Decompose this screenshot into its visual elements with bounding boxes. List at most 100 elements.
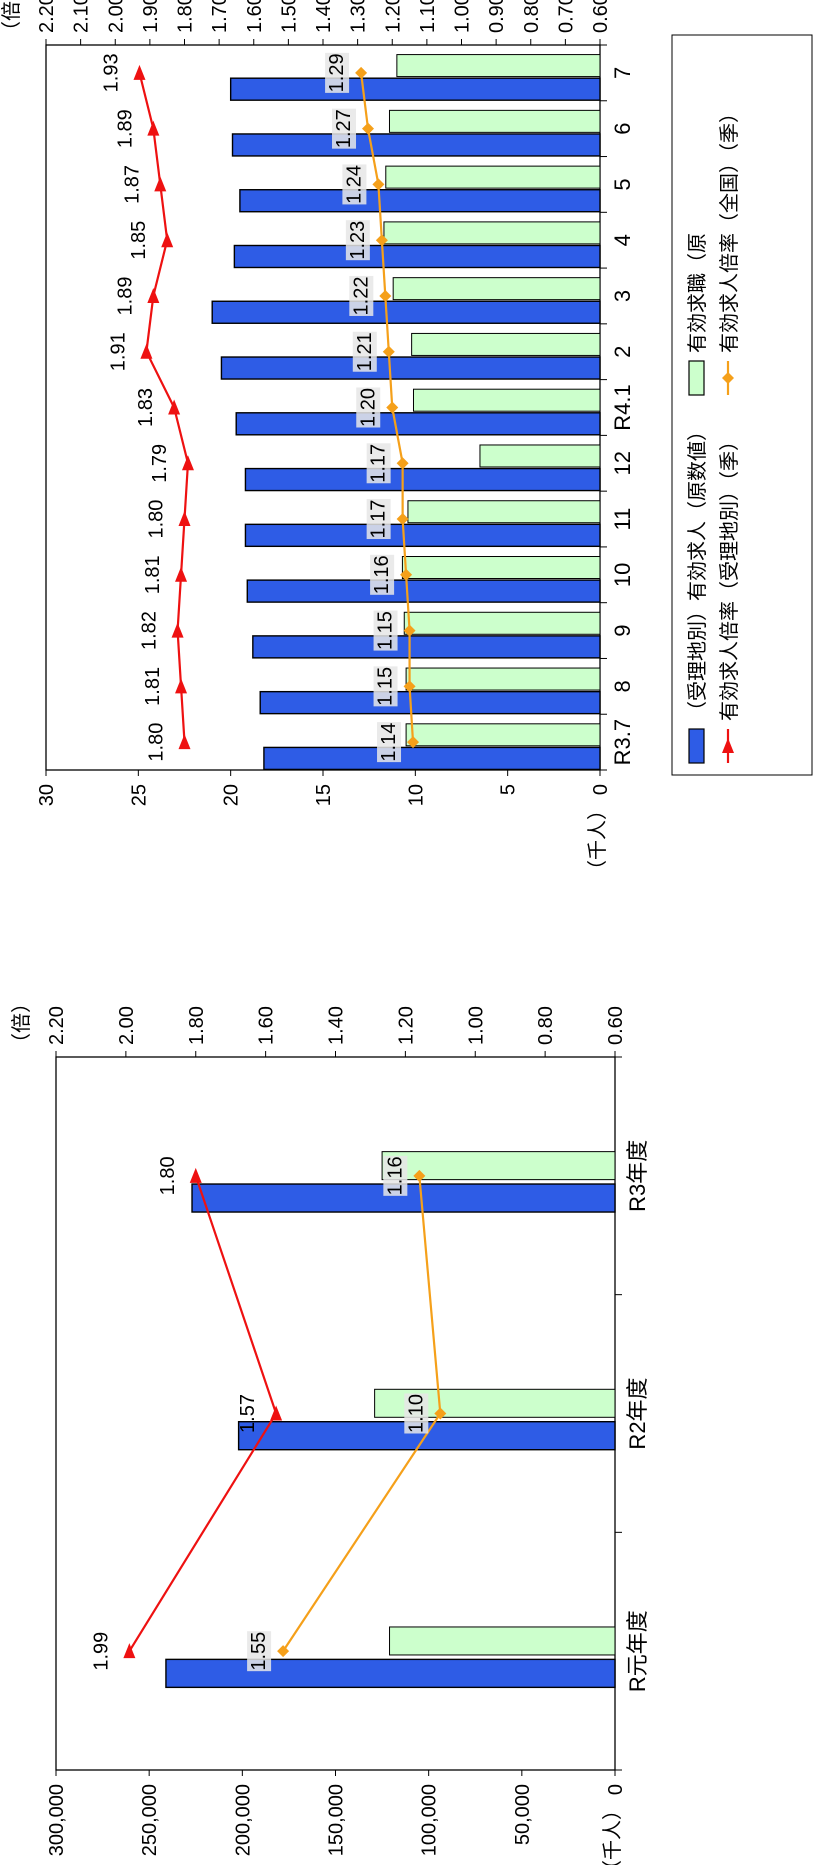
seekers-bar xyxy=(480,445,600,467)
jobs-bar xyxy=(236,413,600,435)
unit-left: （千人） xyxy=(601,1800,624,1865)
legend-seekers-swatch xyxy=(689,361,704,395)
national-ratio-label: 1.20 xyxy=(357,388,379,427)
right-tick-label: 0.60 xyxy=(605,1006,627,1045)
local-ratio-label: 1.81 xyxy=(142,667,164,706)
right-tick-label: 0.80 xyxy=(535,1006,557,1045)
legend-label: 有効求人倍率（全国）（季） xyxy=(718,103,741,353)
category-label: 12 xyxy=(610,451,635,475)
seekers-bar xyxy=(404,612,600,634)
jobs-bar xyxy=(233,134,600,156)
right-tick-label: 1.40 xyxy=(313,0,335,33)
seekers-bar xyxy=(408,501,600,523)
unit-right: （倍） xyxy=(10,993,33,1053)
national-ratio-label: 1.14 xyxy=(378,723,400,762)
seekers-bar xyxy=(384,222,600,244)
local-ratio-point xyxy=(154,176,166,191)
national-ratio-label: 1.17 xyxy=(368,500,390,539)
right-tick-label: 2.10 xyxy=(71,0,93,33)
national-ratio-point xyxy=(383,346,395,358)
national-ratio-label: 1.21 xyxy=(354,332,376,371)
jobs-bar xyxy=(253,636,600,658)
right-tick-label: 2.00 xyxy=(105,0,127,33)
seekers-bar xyxy=(389,110,600,132)
jobs-bar xyxy=(212,301,600,323)
jobs-bar xyxy=(247,580,600,602)
category-label: 2 xyxy=(610,346,635,358)
local-ratio-point xyxy=(168,400,180,415)
local-ratio-label: 1.87 xyxy=(121,165,143,204)
local-ratio-point xyxy=(140,344,152,359)
unit-right: （倍） xyxy=(0,0,23,41)
jobs-bar xyxy=(240,190,600,212)
right-tick-label: 1.30 xyxy=(348,0,370,33)
left-tick-label: 0 xyxy=(590,784,612,795)
category-label: R4.1 xyxy=(610,384,635,430)
local-ratio-point xyxy=(161,232,173,247)
right-tick-label: 1.80 xyxy=(175,0,197,33)
seekers-bar xyxy=(402,557,600,579)
seekers-bar xyxy=(413,389,600,411)
national-ratio-label: 1.55 xyxy=(248,1632,270,1671)
right-tick-label: 0.60 xyxy=(590,0,612,33)
national-ratio-label: 1.27 xyxy=(333,109,355,148)
local-ratio-label: 1.82 xyxy=(139,611,161,650)
right-tick-label: 1.10 xyxy=(417,0,439,33)
local-ratio-label: 1.80 xyxy=(146,500,168,539)
jobs-bar xyxy=(234,245,600,267)
jobs-bar xyxy=(245,524,600,546)
right-tick-label: 1.70 xyxy=(209,0,231,33)
national-ratio-label: 1.15 xyxy=(375,611,397,650)
national-ratio-point xyxy=(277,1645,289,1657)
right-tick-label: 1.20 xyxy=(382,0,404,33)
national-ratio-point xyxy=(362,123,374,135)
right-tick-label: 1.20 xyxy=(395,1006,417,1045)
local-ratio-point xyxy=(175,567,187,582)
local-ratio-label: 1.99 xyxy=(90,1632,112,1671)
local-ratio-label: 1.81 xyxy=(142,555,164,594)
left-tick-label: 250,000 xyxy=(139,1784,161,1856)
left-tick-label: 150,000 xyxy=(326,1784,348,1856)
local-ratio-point xyxy=(147,121,159,136)
local-ratio-label: 1.83 xyxy=(135,388,157,427)
jobs-bar xyxy=(260,692,600,714)
category-label: R元年度 xyxy=(625,1610,650,1692)
category-label: R3.7 xyxy=(610,719,635,765)
left-tick-label: 20 xyxy=(221,784,243,806)
jobs-bar xyxy=(166,1659,615,1687)
national-ratio-point xyxy=(386,402,398,414)
national-ratio-label: 1.17 xyxy=(368,444,390,483)
local-ratio-point xyxy=(175,678,187,693)
unit-left: （千人） xyxy=(586,800,609,880)
seekers-bar xyxy=(393,278,600,300)
local-ratio-point xyxy=(133,65,145,80)
local-ratio-point xyxy=(190,1168,202,1183)
seekers-bar xyxy=(406,668,600,690)
legend-jobs-swatch xyxy=(689,729,704,763)
category-label: 7 xyxy=(610,67,635,79)
national-ratio-point xyxy=(372,178,384,190)
right-tick-label: 1.00 xyxy=(452,0,474,33)
category-label: 4 xyxy=(610,234,635,246)
legend-label: 有効求人倍率（受理地別）（季） xyxy=(718,431,741,721)
left-tick-label: 0 xyxy=(605,1784,627,1795)
left-tick-label: 15 xyxy=(313,784,335,806)
category-label: 5 xyxy=(610,178,635,190)
left-tick-label: 100,000 xyxy=(419,1784,441,1856)
right-tick-label: 0.70 xyxy=(555,0,577,33)
right-tick-label: 1.50 xyxy=(278,0,300,33)
category-label: 9 xyxy=(610,624,635,636)
category-label: 8 xyxy=(610,680,635,692)
local-ratio-point xyxy=(172,623,184,638)
national-ratio-label: 1.16 xyxy=(384,1156,406,1195)
national-ratio-label: 1.24 xyxy=(343,165,365,204)
right-tick-label: 2.20 xyxy=(36,0,58,33)
seekers-bar xyxy=(397,55,600,77)
national-ratio-label: 1.22 xyxy=(350,276,372,315)
national-ratio-label: 1.10 xyxy=(405,1394,427,1433)
left-tick-label: 200,000 xyxy=(232,1784,254,1856)
category-label: 11 xyxy=(610,508,635,531)
seekers-bar xyxy=(386,166,600,188)
